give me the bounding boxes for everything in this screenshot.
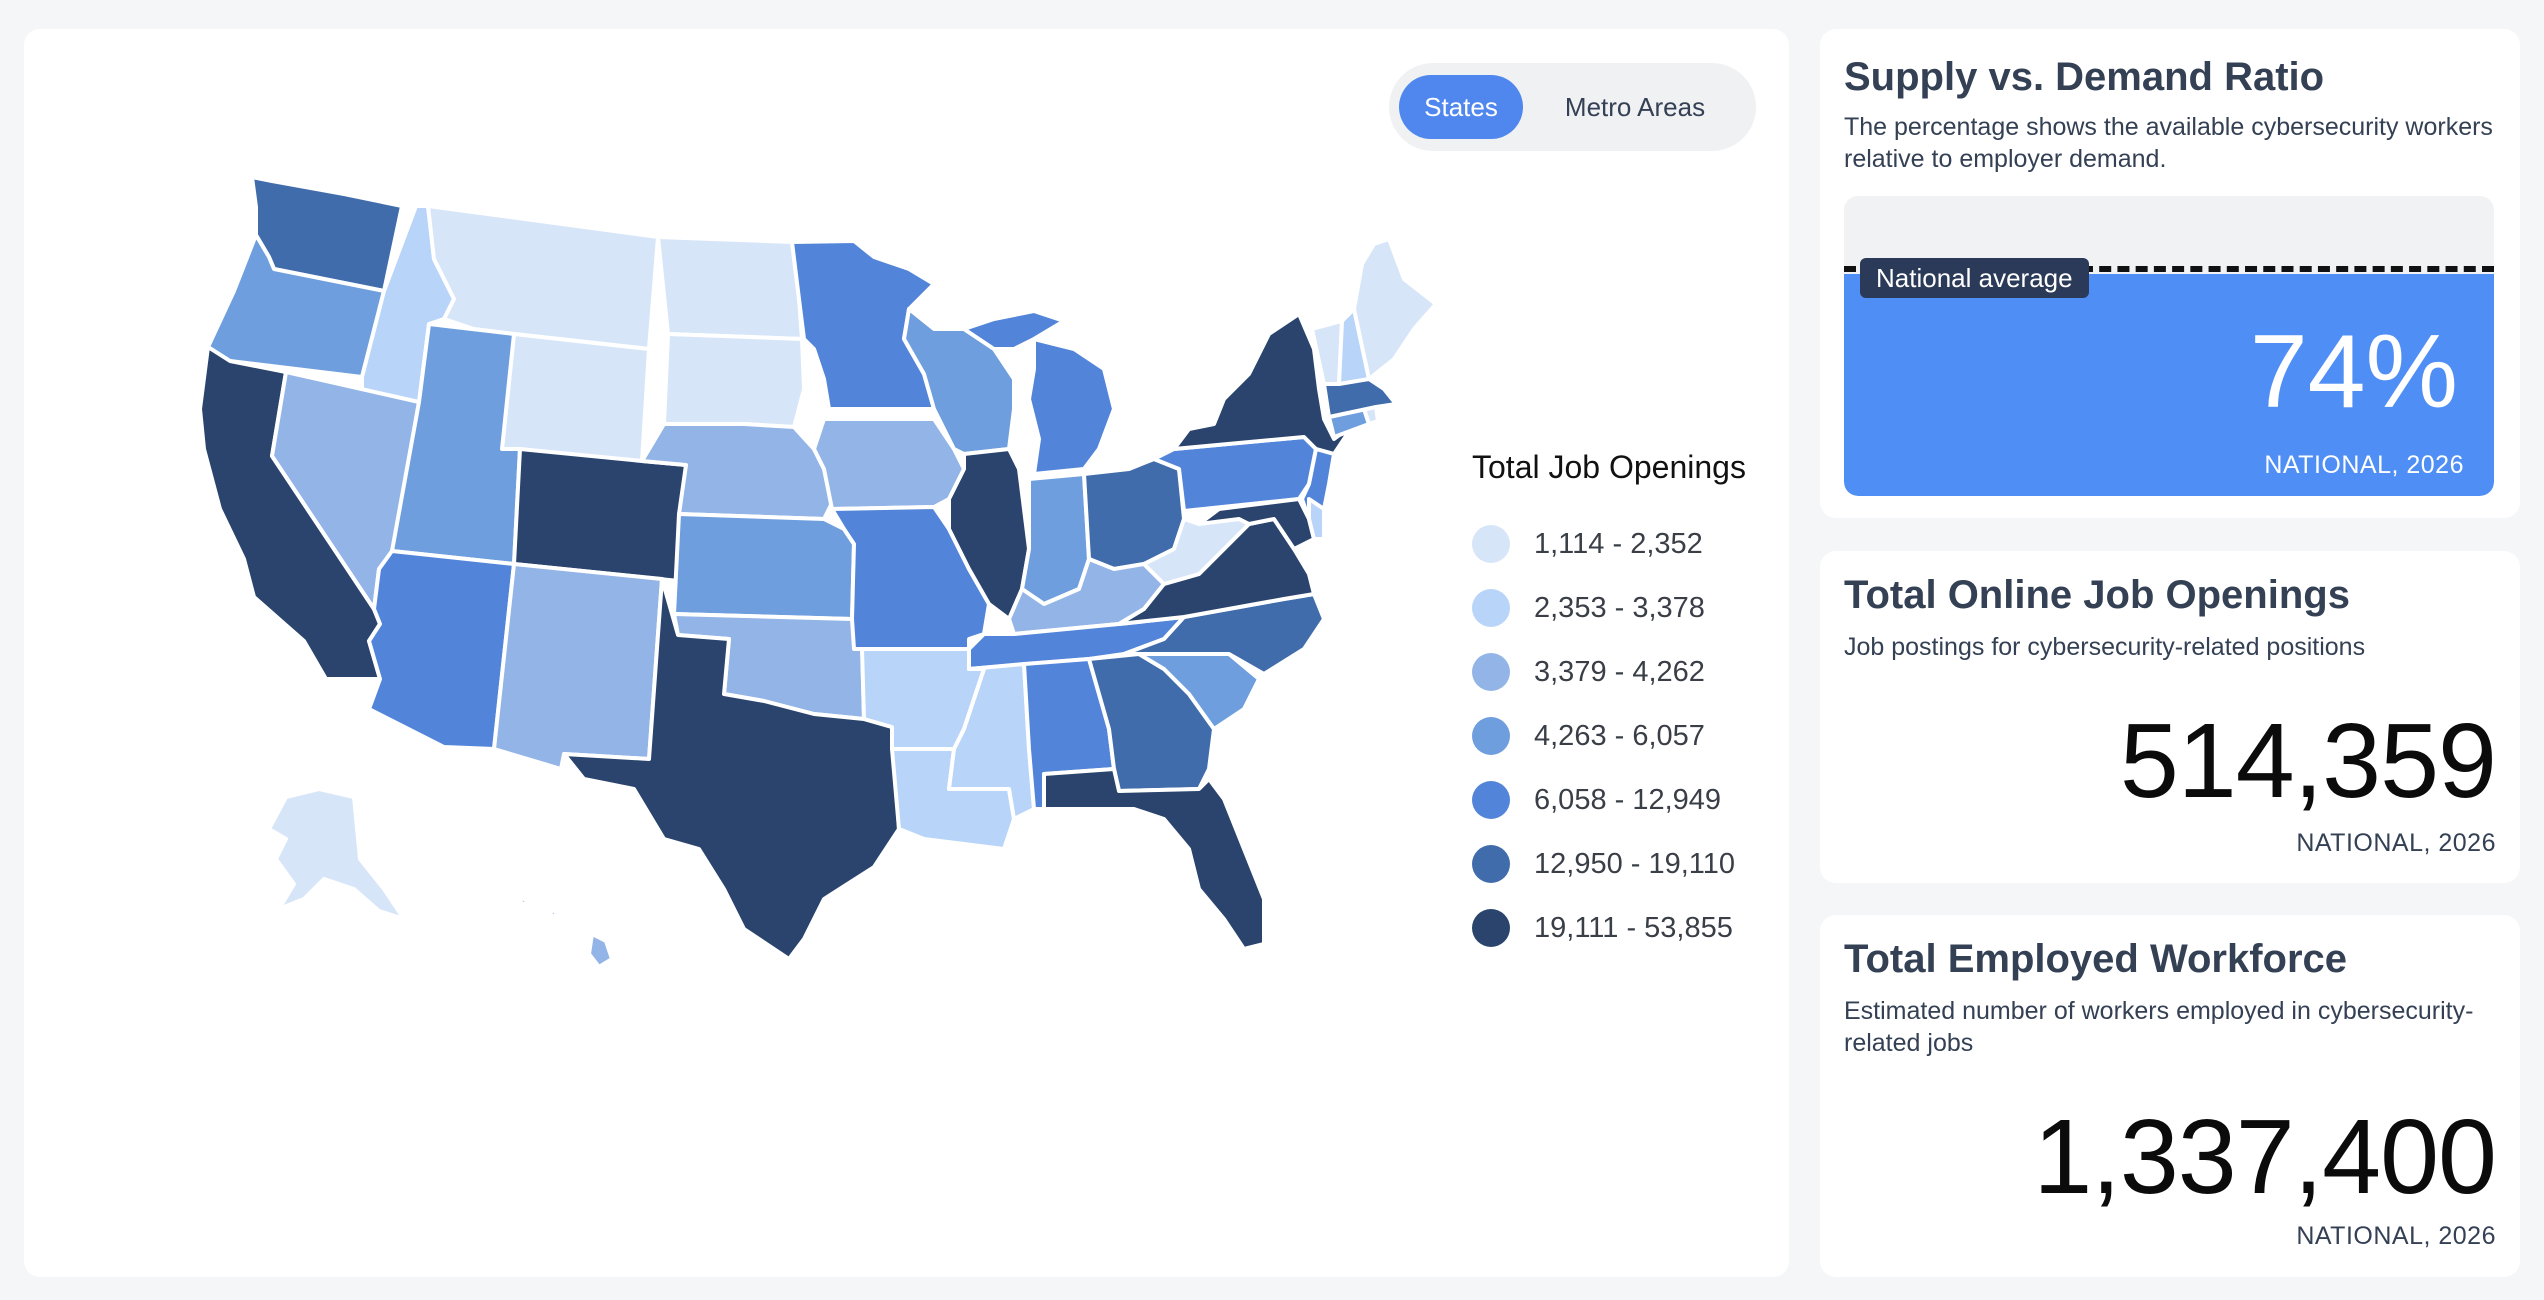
legend-item: 2,353 - 3,378 — [1472, 576, 1782, 640]
job-openings-title: Total Online Job Openings — [1844, 573, 2350, 617]
legend-item: 1,114 - 2,352 — [1472, 512, 1782, 576]
state-CO[interactable] — [512, 447, 688, 583]
workforce-title: Total Employed Workforce — [1844, 937, 2348, 981]
ratio-footnote: NATIONAL, 2026 — [2264, 451, 2464, 479]
workforce-card: Total Employed Workforce Estimated numbe… — [1820, 915, 2520, 1277]
state-IA[interactable] — [812, 417, 966, 511]
ratio-gauge: National average 74% NATIONAL, 2026 — [1844, 196, 2494, 496]
state-ME[interactable] — [1352, 237, 1438, 381]
supply-demand-card: Supply vs. Demand Ratio The percentage s… — [1820, 29, 2520, 518]
state-NC[interactable] — [1122, 592, 1326, 676]
legend-label: 4,263 - 6,057 — [1534, 719, 1705, 752]
supply-demand-subtitle: The percentage shows the available cyber… — [1844, 113, 2493, 173]
legend-swatch — [1472, 525, 1510, 563]
legend-item: 19,111 - 53,855 — [1472, 896, 1782, 960]
state-AZ[interactable] — [367, 549, 516, 751]
state-DE[interactable] — [1307, 497, 1326, 541]
state-MD[interactable] — [1197, 497, 1316, 551]
legend-swatch — [1472, 653, 1510, 691]
workforce-footnote: NATIONAL, 2026 — [2296, 1222, 2496, 1250]
workforce-subtitle: Estimated number of workers employed in … — [1844, 997, 2474, 1057]
legend-swatch — [1472, 717, 1510, 755]
legend-item: 4,263 - 6,057 — [1472, 704, 1782, 768]
supply-demand-title: Supply vs. Demand Ratio — [1844, 55, 2325, 99]
legend-label: 19,111 - 53,855 — [1534, 911, 1733, 944]
legend-label: 3,379 - 4,262 — [1534, 655, 1705, 688]
state-NM[interactable] — [492, 562, 664, 771]
state-HI[interactable] — [474, 867, 614, 969]
legend-label: 6,058 - 12,949 — [1534, 783, 1722, 816]
legend-title: Total Job Openings — [1472, 449, 1746, 485]
legend-label: 1,114 - 2,352 — [1534, 527, 1703, 560]
state-AK[interactable] — [267, 787, 406, 921]
legend-item: 6,058 - 12,949 — [1472, 768, 1782, 832]
state-WY[interactable] — [500, 332, 651, 463]
national-average-line — [1844, 266, 2494, 272]
state-TX[interactable] — [562, 577, 901, 961]
metro-areas-toggle-button[interactable]: Metro Areas — [1564, 91, 1706, 122]
legend-item: 3,379 - 4,262 — [1472, 640, 1782, 704]
legend-label: 2,353 - 3,378 — [1534, 591, 1705, 624]
state-ND[interactable] — [656, 235, 804, 341]
legend-swatch — [1472, 589, 1510, 627]
ratio-fill-bar — [1844, 274, 2494, 496]
states-toggle-button[interactable]: States — [1399, 75, 1523, 139]
state-FL[interactable] — [1042, 767, 1266, 951]
us-choropleth-map — [198, 175, 1438, 969]
national-average-tag: National average — [1860, 258, 2089, 298]
state-KS[interactable] — [672, 512, 856, 621]
map-card: States Metro Areas — [24, 29, 1789, 1277]
legend-swatch — [1472, 909, 1510, 947]
state-MI[interactable] — [962, 309, 1116, 476]
state-IL[interactable] — [947, 447, 1031, 621]
legend-label: 12,950 - 19,110 — [1534, 847, 1736, 880]
state-SD[interactable] — [662, 332, 806, 429]
map-legend: Total Job Openings 1,114 - 2,352 2,353 - … — [1472, 449, 1782, 960]
view-toggle: States Metro Areas — [1389, 63, 1756, 151]
job-openings-value: 514,359 — [2119, 702, 2497, 820]
job-openings-subtitle: Job postings for cybersecurity-related p… — [1844, 633, 2366, 661]
job-openings-card: Total Online Job Openings Job postings f… — [1820, 551, 2520, 883]
ratio-value: 74% — [2249, 314, 2458, 430]
legend-item: 12,950 - 19,110 — [1472, 832, 1782, 896]
legend-swatch — [1472, 781, 1510, 819]
legend-swatch — [1472, 845, 1510, 883]
job-openings-footnote: NATIONAL, 2026 — [2296, 829, 2496, 857]
workforce-value: 1,337,400 — [2033, 1098, 2497, 1216]
